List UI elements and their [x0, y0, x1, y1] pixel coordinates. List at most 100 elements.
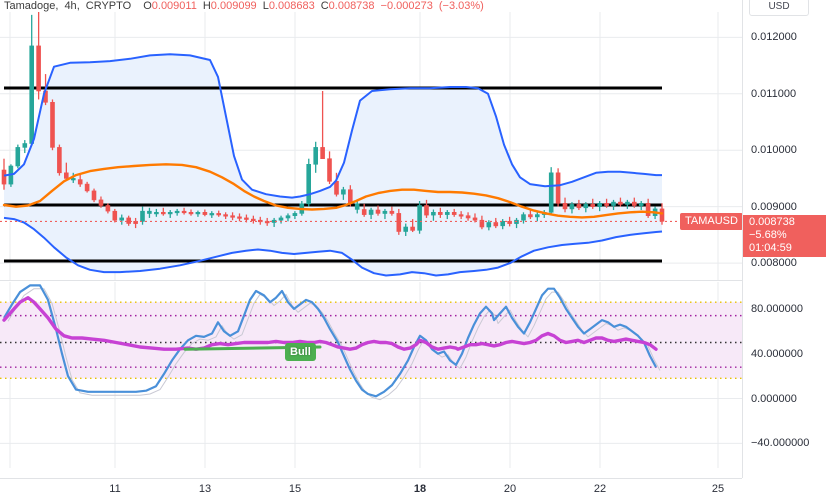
legend-change-abs: −0.000273 [380, 0, 433, 12]
candle-body [216, 213, 221, 216]
candle-body [202, 212, 208, 215]
candle-body [223, 214, 228, 217]
candle-body [451, 212, 457, 215]
pane-divider [0, 280, 742, 281]
candle-body [410, 226, 415, 231]
candle-body [77, 179, 83, 185]
candle-body [368, 209, 374, 215]
candle-body [625, 201, 630, 205]
oscillator-fast-line [3, 284, 657, 398]
candle-body [389, 210, 395, 214]
candle-body [611, 201, 616, 206]
candle-body [528, 214, 533, 218]
oscillator-signal-line [2, 295, 658, 351]
candle-body [1, 169, 7, 185]
legend-change-pct: (−3.03%) [438, 0, 484, 12]
last-price-change: −5.68% [749, 229, 787, 242]
candle-body [437, 212, 443, 215]
candle-body [403, 226, 409, 232]
candle-body [424, 205, 429, 216]
candle-body [534, 214, 540, 218]
indicator-tick-label: 80.000000 [751, 302, 803, 315]
indicator-tick-label: 40.000000 [751, 347, 803, 360]
candle-body [161, 212, 166, 215]
candle-body [382, 210, 388, 214]
price-pane[interactable] [0, 12, 742, 280]
price-scale[interactable]: USD 0.012000 0.011000 0.010000 0.009000 0.00… [742, 0, 826, 478]
legend-high-label: H [202, 0, 211, 12]
candle-body [285, 215, 291, 219]
price-chart-canvas[interactable] [0, 12, 742, 280]
time-tick-label: 20 [503, 483, 517, 495]
time-tick-label: 15 [288, 483, 302, 495]
candle-body [105, 205, 111, 212]
candle-body [57, 147, 62, 174]
candle-body [500, 221, 506, 227]
indicator-tick-label: −40.000000 [751, 437, 810, 450]
bull-signal-badge[interactable]: Bull [285, 343, 316, 362]
price-tick-label: 0.008000 [751, 257, 797, 270]
candle-body [361, 209, 367, 215]
candle-body [431, 212, 436, 216]
candle-body [84, 183, 90, 192]
legend-low-label: L [262, 0, 269, 12]
candle-body [334, 181, 339, 195]
candle-body [91, 190, 97, 201]
candle-body [209, 213, 215, 216]
legend-close-label: C [320, 0, 329, 12]
candle-body [154, 212, 159, 215]
price-tick-label: 0.009000 [751, 200, 797, 213]
indicator-chart-canvas[interactable] [0, 282, 742, 468]
candle-body [237, 216, 242, 219]
time-axis[interactable]: 11 13 15 18 20 22 25 [0, 478, 742, 501]
candle-body [119, 217, 124, 221]
price-tick-label: 0.012000 [751, 31, 797, 44]
candle-body [341, 189, 346, 195]
bar-countdown: 01:04:59 [749, 242, 792, 255]
candle-body [306, 164, 312, 205]
candle-body [555, 172, 561, 204]
legend-exchange: CRYPTO [85, 0, 132, 12]
time-tick-label: 13 [198, 483, 212, 495]
time-tick-label: 25 [711, 483, 725, 495]
candle-body [562, 203, 568, 210]
indicator-tick-label: 0.000000 [751, 392, 797, 405]
candle-body [458, 214, 464, 217]
candle-body [618, 201, 623, 205]
moving-average-line [2, 163, 664, 219]
candle-body [659, 208, 665, 222]
legend-high-value: 0.009099 [210, 0, 257, 12]
candle-body [597, 203, 603, 208]
candle-body [396, 213, 402, 232]
last-price-badge: 0.008738 −5.68% 01:04:59 [743, 215, 826, 258]
candle-body [327, 158, 332, 182]
candle-body [181, 210, 187, 214]
bollinger-lower-line [3, 216, 663, 277]
candle-body [29, 45, 35, 144]
candle-body [638, 203, 644, 206]
candle-body [98, 199, 104, 206]
candle-body [507, 221, 512, 224]
candle-body [64, 172, 69, 179]
candle-body [36, 45, 41, 92]
candle-body [140, 210, 145, 222]
last-price-value: 0.008738 [749, 216, 795, 229]
indicator-pane[interactable] [0, 282, 742, 468]
candle-body [292, 213, 298, 216]
time-tick-label: 22 [593, 483, 607, 495]
candle-body [548, 172, 554, 213]
chart-legend[interactable]: Tamadoge, 4h, CRYPTO O0.009011 H0.009099 L0.0… [4, 0, 484, 12]
candle-body [493, 222, 499, 227]
bollinger-upper-line [3, 53, 662, 199]
time-tick-label: 11 [109, 483, 121, 495]
candle-body [417, 205, 422, 231]
candle-body [71, 178, 76, 181]
candle-body [313, 147, 319, 165]
candle-body [354, 203, 360, 210]
legend-symbol[interactable]: Tamadoge [4, 0, 56, 12]
legend-open-value: 0.009011 [151, 0, 197, 12]
currency-button[interactable]: USD [749, 0, 809, 16]
legend-interval[interactable]: 4h [64, 0, 77, 12]
candle-body [50, 102, 55, 148]
